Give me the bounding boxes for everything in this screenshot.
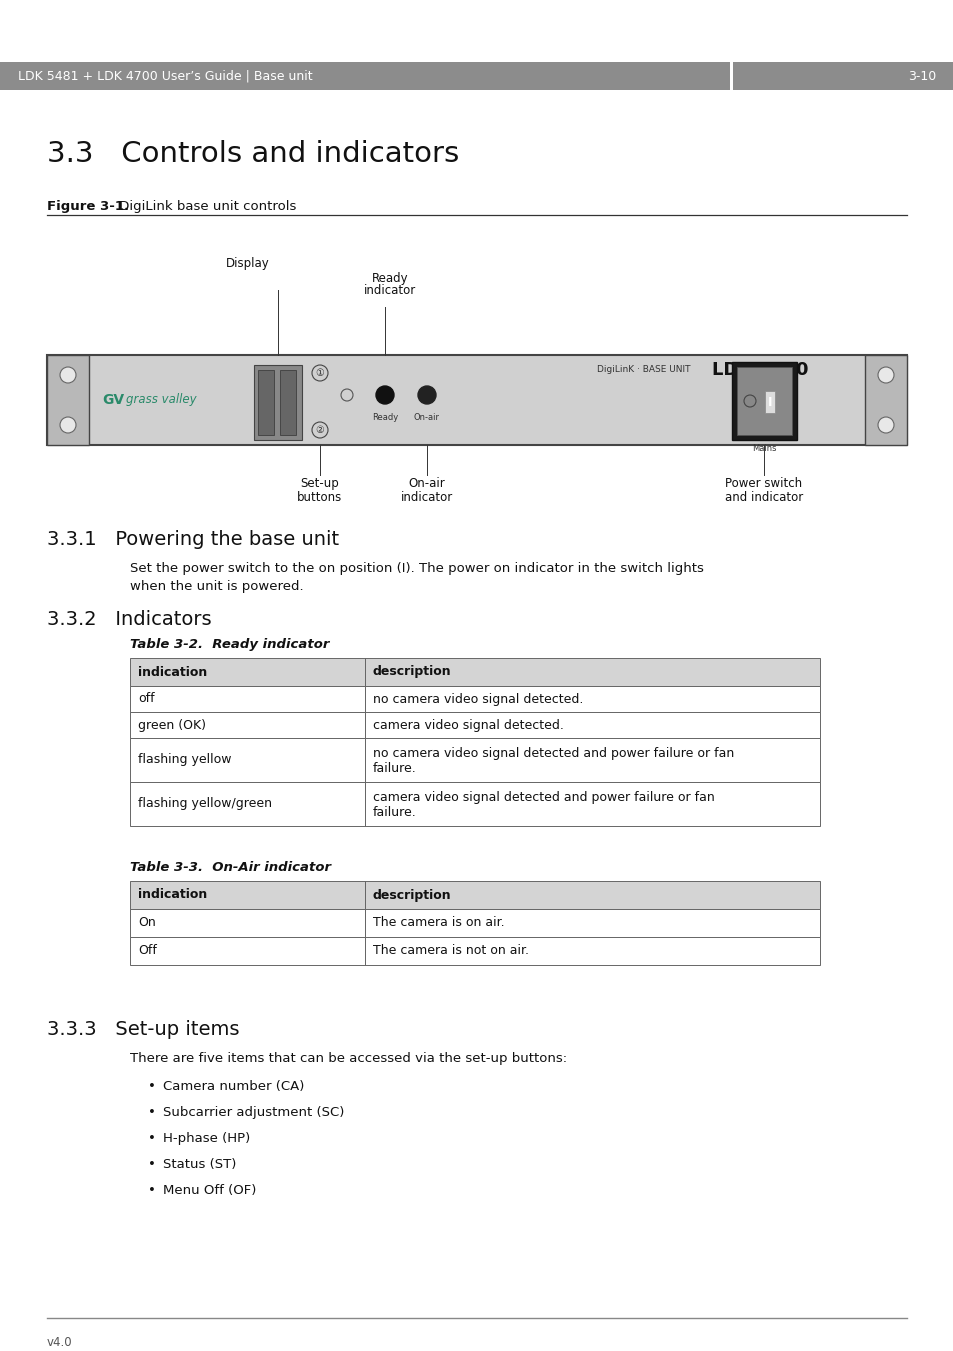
Text: ①: ①	[315, 367, 324, 378]
Bar	[130, 738, 820, 782]
Bar	[365, 881, 366, 909]
Bar	[864, 355, 906, 444]
Text: camera video signal detected and power failure or fan: camera video signal detected and power f…	[373, 790, 714, 804]
Text: There are five items that can be accessed via the set-up buttons:: There are five items that can be accesse…	[130, 1052, 566, 1065]
Text: 3.3.2   Indicators: 3.3.2 Indicators	[47, 611, 212, 630]
Bar	[130, 938, 820, 965]
Text: On-air: On-air	[414, 413, 439, 422]
Text: 3.3   Controls and indicators: 3.3 Controls and indicators	[47, 141, 458, 168]
Text: and indicator: and indicator	[724, 490, 802, 504]
Text: no camera video signal detected.: no camera video signal detected.	[373, 693, 583, 705]
Text: when the unit is powered.: when the unit is powered.	[130, 580, 303, 593]
Text: ②: ②	[315, 426, 324, 435]
Text: no camera video signal detected and power failure or fan: no camera video signal detected and powe…	[373, 747, 734, 759]
Circle shape	[312, 365, 328, 381]
Text: Off: Off	[138, 944, 156, 958]
Text: •: •	[148, 1158, 155, 1171]
Bar	[130, 881, 820, 909]
Bar	[731, 362, 796, 440]
Text: indication: indication	[138, 889, 207, 901]
Circle shape	[743, 394, 755, 407]
Text: Set the power switch to the on position (I). The power on indicator in the switc: Set the power switch to the on position …	[130, 562, 703, 576]
Text: description: description	[373, 889, 451, 901]
Bar	[257, 370, 274, 435]
Bar	[365, 686, 366, 712]
Text: I: I	[767, 396, 771, 408]
Text: The camera is not on air.: The camera is not on air.	[373, 944, 529, 958]
Text: grass valley: grass valley	[126, 393, 196, 407]
Bar	[365, 909, 366, 938]
Bar	[0, 62, 729, 91]
Text: •: •	[148, 1132, 155, 1146]
Text: Ready: Ready	[372, 272, 408, 285]
Circle shape	[340, 389, 353, 401]
Text: •: •	[148, 1079, 155, 1093]
Text: indication: indication	[138, 666, 207, 678]
Bar	[130, 782, 820, 825]
Text: failure.: failure.	[373, 807, 416, 819]
Bar	[737, 367, 791, 435]
Circle shape	[60, 417, 76, 434]
Text: camera video signal detected.: camera video signal detected.	[373, 719, 563, 731]
Bar	[253, 365, 302, 440]
Bar	[47, 355, 89, 444]
Text: v4.0: v4.0	[47, 1336, 72, 1350]
Text: 3.3.3   Set-up items: 3.3.3 Set-up items	[47, 1020, 239, 1039]
Text: Camera number (CA): Camera number (CA)	[163, 1079, 304, 1093]
Bar	[764, 390, 774, 413]
Text: On-air: On-air	[408, 477, 445, 490]
Text: Table 3-3.  On-Air indicator: Table 3-3. On-Air indicator	[130, 861, 331, 874]
Text: Ready: Ready	[372, 413, 397, 422]
Circle shape	[417, 386, 436, 404]
Text: DigiLinK · BASE UNIT: DigiLinK · BASE UNIT	[597, 366, 690, 374]
Text: H-phase (HP): H-phase (HP)	[163, 1132, 250, 1146]
Bar	[365, 658, 366, 686]
Text: LDK 4700: LDK 4700	[711, 361, 807, 380]
Text: •: •	[148, 1106, 155, 1119]
Bar	[365, 938, 366, 965]
Text: Set-up: Set-up	[300, 477, 339, 490]
Text: indicator: indicator	[400, 490, 453, 504]
Circle shape	[60, 367, 76, 382]
Bar	[365, 712, 366, 738]
Circle shape	[877, 367, 893, 382]
Text: Power switch: Power switch	[724, 477, 801, 490]
Text: flashing yellow/green: flashing yellow/green	[138, 797, 272, 811]
Bar	[365, 738, 366, 782]
Bar	[47, 355, 906, 444]
Circle shape	[375, 386, 394, 404]
Text: off: off	[138, 693, 154, 705]
Bar	[130, 658, 820, 686]
Text: Status (ST): Status (ST)	[163, 1158, 236, 1171]
Text: DigiLink base unit controls: DigiLink base unit controls	[115, 200, 296, 213]
Text: indicator: indicator	[363, 284, 416, 297]
Text: Mains: Mains	[751, 444, 776, 453]
Circle shape	[877, 417, 893, 434]
Text: Figure 3-1.: Figure 3-1.	[47, 200, 129, 213]
Text: •: •	[148, 1183, 155, 1197]
Bar	[365, 782, 366, 825]
Circle shape	[312, 422, 328, 438]
Text: failure.: failure.	[373, 762, 416, 775]
Bar	[130, 686, 820, 712]
Text: description: description	[373, 666, 451, 678]
Text: Menu Off (OF): Menu Off (OF)	[163, 1183, 256, 1197]
Text: green (OK): green (OK)	[138, 719, 206, 731]
Bar	[732, 62, 953, 91]
Text: Table 3-2.  Ready indicator: Table 3-2. Ready indicator	[130, 638, 329, 651]
Text: The camera is on air.: The camera is on air.	[373, 916, 504, 929]
Text: GV: GV	[102, 393, 124, 407]
Text: 3-10: 3-10	[907, 69, 935, 82]
Text: LDK 5481 + LDK 4700 User’s Guide | Base unit: LDK 5481 + LDK 4700 User’s Guide | Base …	[18, 69, 313, 82]
Bar	[130, 909, 820, 938]
Text: On: On	[138, 916, 155, 929]
Text: Subcarrier adjustment (SC): Subcarrier adjustment (SC)	[163, 1106, 344, 1119]
Text: buttons: buttons	[297, 490, 342, 504]
Text: 3.3.1   Powering the base unit: 3.3.1 Powering the base unit	[47, 530, 338, 549]
Bar	[130, 712, 820, 738]
Text: flashing yellow: flashing yellow	[138, 754, 232, 766]
Text: Display: Display	[226, 257, 270, 270]
Bar	[280, 370, 295, 435]
